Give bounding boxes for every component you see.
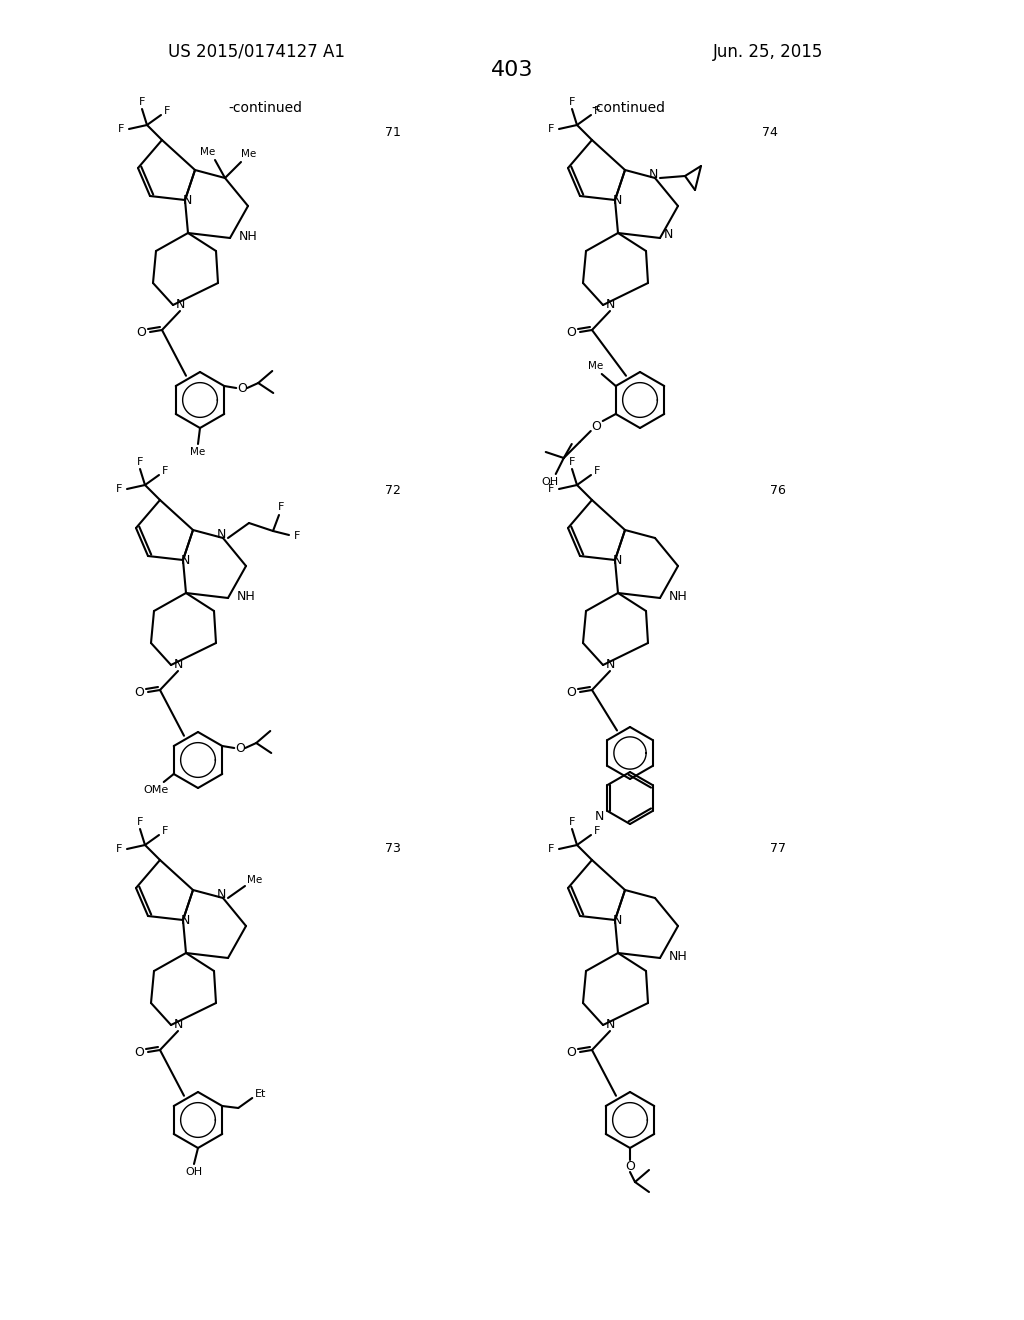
Text: Me: Me bbox=[201, 147, 216, 157]
Text: OH: OH bbox=[185, 1167, 203, 1177]
Text: US 2015/0174127 A1: US 2015/0174127 A1 bbox=[168, 44, 344, 61]
Text: F: F bbox=[548, 843, 554, 854]
Text: N: N bbox=[605, 659, 614, 672]
Text: N: N bbox=[648, 169, 657, 181]
Text: O: O bbox=[591, 420, 601, 433]
Text: N: N bbox=[180, 915, 189, 928]
Text: 72: 72 bbox=[385, 483, 400, 496]
Text: -continued: -continued bbox=[228, 102, 302, 115]
Text: NH: NH bbox=[669, 590, 687, 602]
Text: N: N bbox=[173, 659, 182, 672]
Text: N: N bbox=[612, 554, 622, 568]
Text: O: O bbox=[134, 1045, 144, 1059]
Text: F: F bbox=[139, 96, 145, 107]
Text: F: F bbox=[568, 96, 575, 107]
Text: 74: 74 bbox=[762, 125, 778, 139]
Text: F: F bbox=[137, 457, 143, 467]
Text: N: N bbox=[595, 809, 604, 822]
Text: F: F bbox=[568, 817, 575, 828]
Text: N: N bbox=[175, 298, 184, 312]
Text: F: F bbox=[548, 484, 554, 494]
Text: N: N bbox=[612, 915, 622, 928]
Text: N: N bbox=[216, 528, 225, 541]
Text: Me: Me bbox=[242, 149, 257, 158]
Text: F: F bbox=[594, 466, 600, 477]
Text: N: N bbox=[182, 194, 191, 207]
Text: OMe: OMe bbox=[143, 785, 168, 795]
Text: O: O bbox=[238, 381, 247, 395]
Text: NH: NH bbox=[239, 230, 257, 243]
Text: N: N bbox=[664, 227, 673, 240]
Text: N: N bbox=[173, 1019, 182, 1031]
Text: F: F bbox=[594, 826, 600, 836]
Text: Me: Me bbox=[248, 875, 262, 884]
Text: F: F bbox=[116, 843, 122, 854]
Text: O: O bbox=[136, 326, 146, 338]
Text: 73: 73 bbox=[385, 842, 400, 854]
Text: N: N bbox=[216, 888, 225, 902]
Text: N: N bbox=[612, 194, 622, 207]
Text: O: O bbox=[236, 742, 245, 755]
Text: F: F bbox=[162, 826, 168, 836]
Text: NH: NH bbox=[669, 949, 687, 962]
Text: OH: OH bbox=[542, 477, 558, 487]
Text: -continued: -continued bbox=[591, 102, 665, 115]
Text: N: N bbox=[180, 554, 189, 568]
Text: N: N bbox=[605, 1019, 614, 1031]
Text: Et: Et bbox=[255, 1089, 266, 1100]
Text: 77: 77 bbox=[770, 842, 786, 854]
Text: Me: Me bbox=[588, 360, 603, 371]
Text: O: O bbox=[566, 685, 575, 698]
Text: F: F bbox=[278, 502, 285, 512]
Text: 403: 403 bbox=[490, 59, 534, 81]
Text: F: F bbox=[294, 531, 300, 541]
Text: Me: Me bbox=[190, 447, 206, 457]
Text: F: F bbox=[116, 484, 122, 494]
Text: N: N bbox=[605, 298, 614, 312]
Text: O: O bbox=[134, 685, 144, 698]
Text: O: O bbox=[566, 1045, 575, 1059]
Text: F: F bbox=[548, 124, 554, 135]
Text: Jun. 25, 2015: Jun. 25, 2015 bbox=[713, 44, 823, 61]
Text: F: F bbox=[568, 457, 575, 467]
Text: F: F bbox=[137, 817, 143, 828]
Text: 76: 76 bbox=[770, 483, 785, 496]
Text: NH: NH bbox=[237, 590, 255, 602]
Text: F: F bbox=[594, 106, 600, 116]
Text: O: O bbox=[625, 1159, 635, 1172]
Text: F: F bbox=[164, 106, 170, 116]
Text: F: F bbox=[118, 124, 124, 135]
Text: O: O bbox=[566, 326, 575, 338]
Text: 71: 71 bbox=[385, 125, 400, 139]
Text: F: F bbox=[162, 466, 168, 477]
